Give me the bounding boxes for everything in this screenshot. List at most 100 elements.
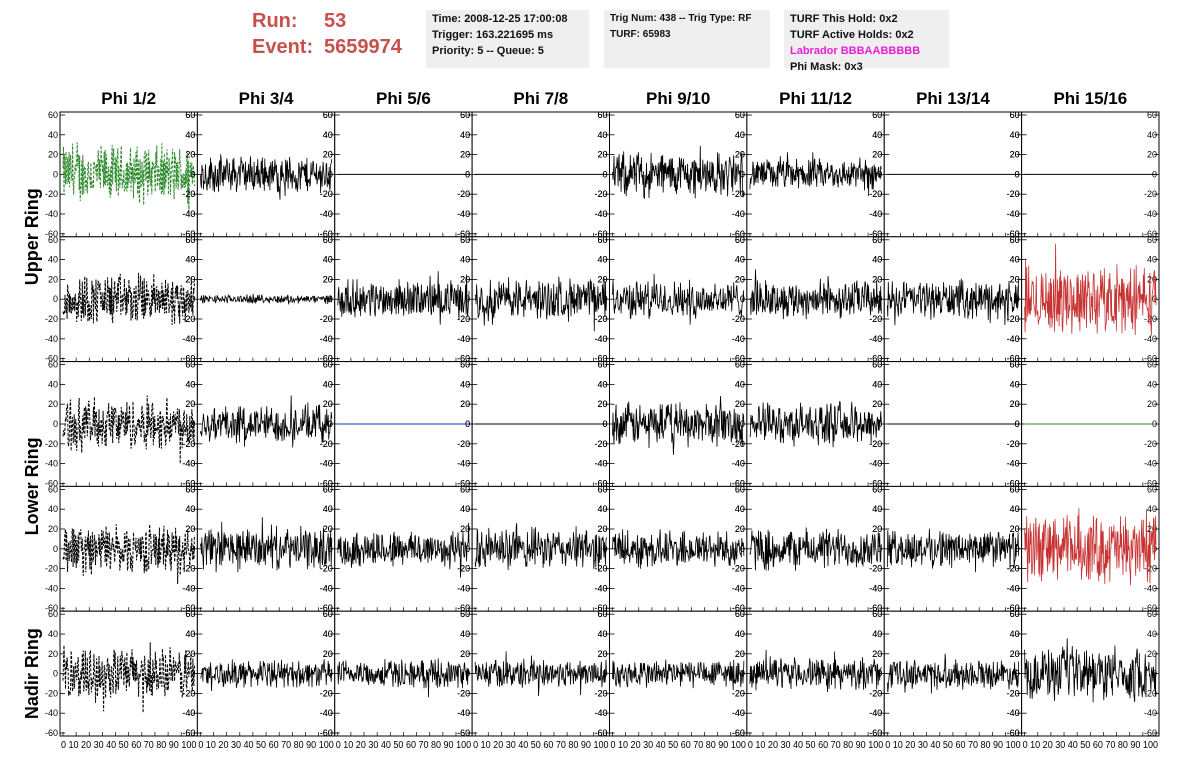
y-tick-label: 60 <box>185 110 195 120</box>
y-tick-label: 60 <box>1010 235 1020 245</box>
y-tick-label: 20 <box>597 399 607 409</box>
waveform-trace <box>612 273 745 325</box>
y-tick-label: 40 <box>872 130 882 140</box>
y-tick-label: 40 <box>460 130 470 140</box>
y-tick-label: -40 <box>320 583 333 593</box>
y-tick-label: -20 <box>732 439 745 449</box>
y-tick-label: -60 <box>1144 478 1157 488</box>
y-tick-label: 60 <box>1010 484 1020 494</box>
y-tick-label: -40 <box>1144 209 1157 219</box>
y-tick-label: 0 <box>328 294 333 304</box>
y-tick-label: 20 <box>185 649 195 659</box>
y-tick-label: -60 <box>732 603 745 613</box>
y-tick-label: 40 <box>872 629 882 639</box>
y-tick-label: -60 <box>457 354 470 364</box>
y-tick-label: -60 <box>457 229 470 239</box>
y-tick-label: 60 <box>872 235 882 245</box>
y-tick-label: -60 <box>1007 728 1020 738</box>
y-tick-label: -20 <box>1007 189 1020 199</box>
y-tick-label: 0 <box>740 544 745 554</box>
y-tick-label: -40 <box>320 209 333 219</box>
y-tick-label: 40 <box>48 504 58 514</box>
y-tick-label: 40 <box>1147 255 1157 265</box>
y-tick-label: -40 <box>320 708 333 718</box>
y-tick-label: -60 <box>1007 728 1020 738</box>
y-tick-label: -40 <box>732 459 745 469</box>
waveform-trace <box>337 658 470 698</box>
y-tick-label: -40 <box>1144 583 1157 593</box>
y-tick-label: 40 <box>185 629 195 639</box>
y-tick-label: 40 <box>323 255 333 265</box>
y-tick-label: -40 <box>45 459 58 469</box>
y-tick-label: -40 <box>869 583 882 593</box>
y-tick-label: -60 <box>869 478 882 488</box>
y-tick-label: 60 <box>460 609 470 619</box>
y-tick-label: 20 <box>323 524 333 534</box>
y-tick-label: 20 <box>872 150 882 160</box>
y-tick-label: 40 <box>597 379 607 389</box>
y-tick-label: -40 <box>594 209 607 219</box>
y-tick-label: -40 <box>182 209 195 219</box>
y-tick-label: -20 <box>457 564 470 574</box>
y-tick-label: 60 <box>323 235 333 245</box>
trig-num-info: Trig Num: 438 -- Trig Type: RF TURF: 659… <box>604 10 770 68</box>
y-tick-label: 20 <box>735 649 745 659</box>
y-tick-label: 40 <box>48 629 58 639</box>
labrador-text: Labrador BBBAABBBBB <box>790 45 921 57</box>
y-tick-label: 60 <box>1147 235 1157 245</box>
y-tick-label: -40 <box>182 459 195 469</box>
y-tick-label: -40 <box>869 209 882 219</box>
turf-hold-info: TURF This Hold: 0x2 TURF Active Holds: 0… <box>784 10 949 73</box>
y-tick-label: 60 <box>185 609 195 619</box>
y-tick-label: -20 <box>320 564 333 574</box>
y-tick-label: -20 <box>182 688 195 698</box>
y-tick-label: 40 <box>1010 504 1020 514</box>
panel-frame <box>1021 236 1160 363</box>
y-tick-label: -40 <box>182 708 195 718</box>
y-tick-label: 20 <box>735 399 745 409</box>
y-tick-label: 60 <box>872 110 882 120</box>
y-tick-label: -20 <box>320 688 333 698</box>
y-tick-label: 40 <box>323 504 333 514</box>
y-tick-label: -20 <box>594 688 607 698</box>
y-tick-label: 0 <box>877 544 882 554</box>
y-tick-label: -40 <box>457 209 470 219</box>
y-tick-label: 40 <box>1147 379 1157 389</box>
y-tick-label: -20 <box>1144 189 1157 199</box>
y-tick-label: -60 <box>869 603 882 613</box>
y-tick-label: 60 <box>597 235 607 245</box>
y-tick-label: -20 <box>320 189 333 199</box>
waveform-trace <box>200 154 333 200</box>
y-tick-label: -20 <box>1144 688 1157 698</box>
y-tick-label: -20 <box>1007 688 1020 698</box>
y-tick-label: 20 <box>1010 399 1020 409</box>
y-tick-label: 60 <box>323 360 333 370</box>
y-tick-label: 20 <box>460 524 470 534</box>
y-tick-label: -20 <box>457 688 470 698</box>
y-tick-label: 60 <box>735 484 745 494</box>
y-tick-label: 0 <box>190 419 195 429</box>
y-tick-label: 20 <box>735 399 745 409</box>
y-tick-label: 20 <box>1010 399 1020 409</box>
y-tick-label: -60 <box>320 354 333 364</box>
y-tick-label: 60 <box>1010 110 1020 120</box>
y-tick-label: -20 <box>45 189 58 199</box>
y-tick-label: -20 <box>1007 314 1020 324</box>
y-tick-label: 60 <box>323 360 333 370</box>
y-tick-label: 60 <box>597 609 607 619</box>
y-tick-label: 20 <box>597 399 607 409</box>
y-tick-label: 60 <box>735 484 745 494</box>
y-tick-label: 40 <box>735 504 745 514</box>
y-tick-label: -20 <box>320 439 333 449</box>
y-tick-label: 0 <box>740 419 745 429</box>
y-tick-label: -60 <box>457 478 470 488</box>
y-tick-label: -40 <box>1144 334 1157 344</box>
y-tick-label: -60 <box>457 478 470 488</box>
